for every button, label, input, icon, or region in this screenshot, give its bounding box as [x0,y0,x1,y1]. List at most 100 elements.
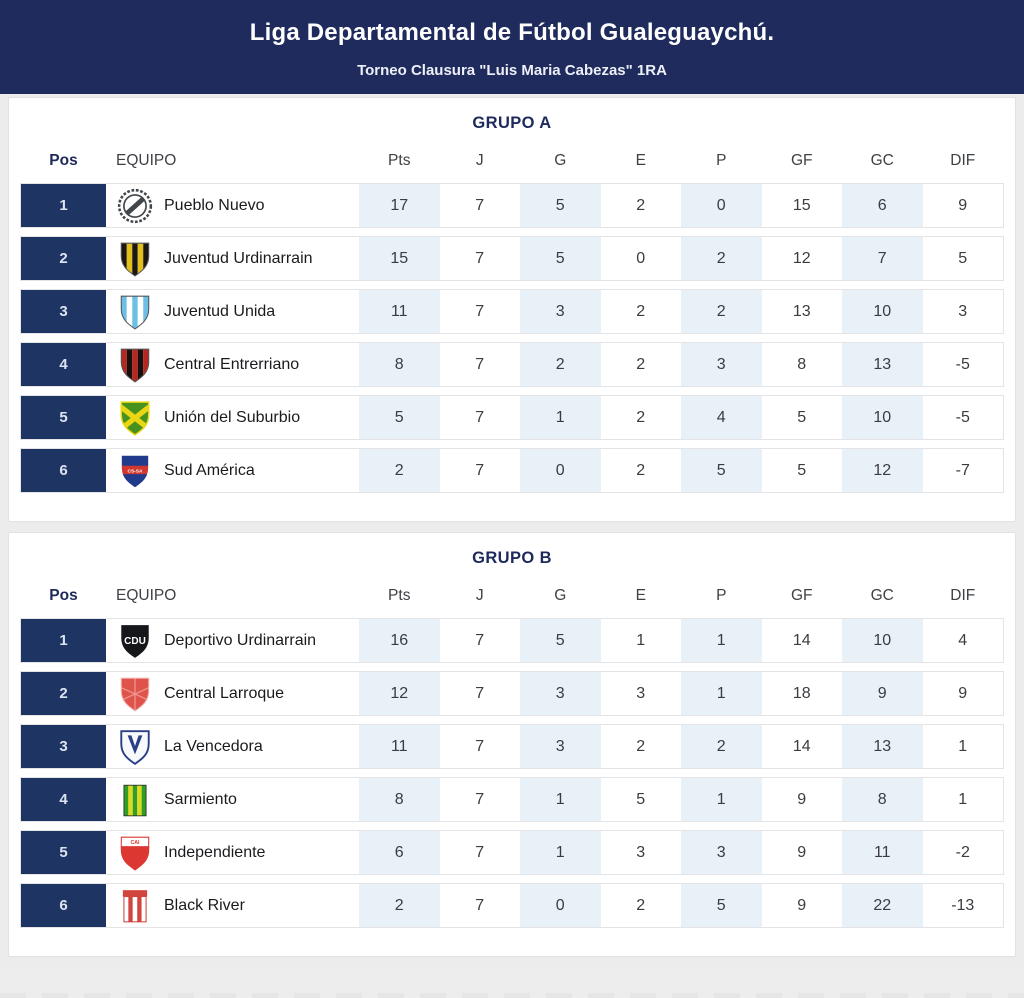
position-number: 2 [59,250,68,267]
stat-e: 5 [636,790,646,808]
svg-text:CS-SA: CS-SA [127,468,143,474]
stat-p: 4 [681,396,762,439]
col-header-equipo: EQUIPO [116,152,177,169]
stat-j: 7 [475,896,485,914]
stat-g: 0 [520,884,601,927]
stat-gc: 22 [842,884,923,927]
team-stats: 16 7 5 1 1 14 10 4 [359,619,1003,662]
stat-j: 7 [475,737,485,755]
stat-dif: 9 [958,684,968,702]
stat-e: 1 [636,631,646,649]
team-crest-icon [106,887,164,925]
group-title: GRUPO B [472,549,552,567]
stat-p: 2 [681,725,762,768]
stat-p: 3 [681,343,762,386]
col-header-j: J [475,587,484,604]
stat-j: 7 [475,684,485,702]
stat-p: 2 [681,237,762,280]
position-number: 4 [59,356,68,373]
svg-text:CAI: CAI [130,840,140,846]
position-badge: 3 [21,290,106,333]
col-header-dif: DIF [950,587,976,604]
position-badge: 1 [21,184,106,227]
stat-p: 3 [681,831,762,874]
table-row: 3 Juventud Unida 11 7 3 2 2 13 10 3 [20,289,1004,334]
team-crest-icon [106,187,164,225]
team-crest-icon [106,399,164,437]
stat-e: 3 [636,843,646,861]
group-b-section: GRUPO B Pos EQUIPO Pts J G E P GF GC DIF 1 CDU … [8,532,1016,957]
team-name: Unión del Suburbio [164,408,301,426]
stat-pts: 6 [359,831,440,874]
position-number: 2 [59,685,68,702]
position-badge: 3 [21,725,106,768]
stat-gc: 7 [842,237,923,280]
stat-p: 0 [681,184,762,227]
team-stats: 2 7 0 2 5 9 22 -13 [359,884,1003,927]
team-crest-icon [106,675,164,713]
team-crest-icon [106,293,164,331]
team-crest-icon: CS-SA [106,452,164,490]
table-row: 5 CAI Independiente 6 7 1 3 3 9 11 -2 [20,830,1004,875]
team-name: La Vencedora [164,737,263,755]
stat-e: 2 [636,302,646,320]
team-stats: 15 7 5 0 2 12 7 5 [359,237,1003,280]
table-row: 6 CS-SA Sud América 2 7 0 2 5 5 12 -7 [20,448,1004,493]
team-name: Deportivo Urdinarrain [164,631,317,649]
position-number: 5 [59,844,68,861]
table-header-row: Pos EQUIPO Pts J G E P GF GC DIF [20,584,1004,608]
page-subtitle: Torneo Clausura "Luis Maria Cabezas" 1RA [357,62,667,79]
stat-dif: -5 [955,355,970,373]
stat-j: 7 [475,631,485,649]
stat-dif: 1 [958,790,968,808]
team-stats: 8 7 2 2 3 8 13 -5 [359,343,1003,386]
stat-p: 2 [681,290,762,333]
stat-gc: 10 [842,396,923,439]
team-name: Sud América [164,461,255,479]
stat-e: 3 [636,684,646,702]
stat-pts: 11 [359,725,440,768]
stat-p: 1 [681,672,762,715]
stat-gf: 8 [797,355,807,373]
col-header-gc: GC [870,587,894,604]
team-stats: 5 7 1 2 4 5 10 -5 [359,396,1003,439]
stat-gf: 14 [792,737,811,755]
table-row: 1 CDU Deportivo Urdinarrain 16 7 5 1 1 14 10 4 [20,618,1004,663]
stat-j: 7 [475,790,485,808]
position-badge: 1 [21,619,106,662]
stat-pts: 2 [359,884,440,927]
team-name: Central Larroque [164,684,285,702]
position-badge: 4 [21,778,106,821]
page-title: Liga Departamental de Fútbol Gualeguaych… [249,19,775,46]
table-row: 1 Pueblo Nuevo 17 7 5 2 0 15 6 9 [20,183,1004,228]
standings-rows: 1 CDU Deportivo Urdinarrain 16 7 5 1 1 14 10 4 … [20,618,1004,928]
stat-gc: 13 [842,343,923,386]
stat-gf: 12 [792,249,811,267]
stat-dif: 1 [958,737,968,755]
col-header-equipo: EQUIPO [116,587,177,604]
stat-p: 1 [681,778,762,821]
team-stats: 2 7 0 2 5 5 12 -7 [359,449,1003,492]
stat-j: 7 [475,461,485,479]
position-badge: 4 [21,343,106,386]
stat-gc: 8 [842,778,923,821]
team-stats: 6 7 1 3 3 9 11 -2 [359,831,1003,874]
col-header-pos: Pos [49,587,78,604]
stat-dif: -5 [955,408,970,426]
stat-g: 0 [520,449,601,492]
stat-g: 3 [520,725,601,768]
stat-gc: 13 [842,725,923,768]
stat-j: 7 [475,408,485,426]
stat-e: 2 [636,896,646,914]
stat-gc: 6 [842,184,923,227]
stat-g: 2 [520,343,601,386]
stat-e: 0 [636,249,646,267]
position-number: 5 [59,409,68,426]
position-number: 3 [59,738,68,755]
stat-gc: 10 [842,290,923,333]
team-name: Juventud Unida [164,302,276,320]
stat-gf: 5 [797,408,807,426]
col-header-pts: Pts [388,152,411,169]
position-badge: 5 [21,396,106,439]
team-name: Pueblo Nuevo [164,196,265,214]
